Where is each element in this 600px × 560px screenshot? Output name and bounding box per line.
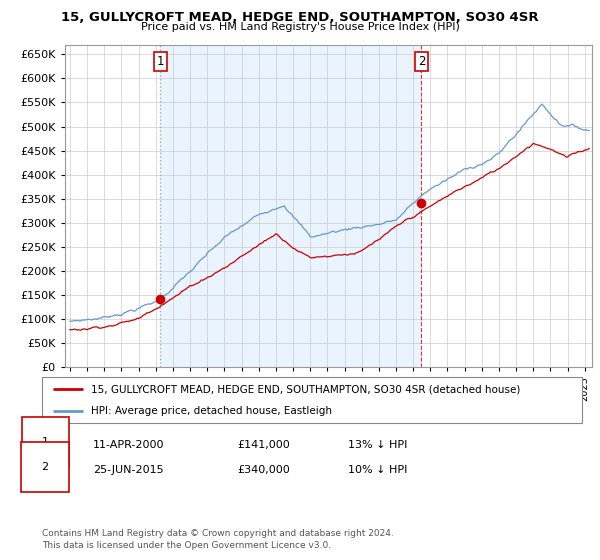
Text: 1: 1 [157,55,164,68]
Text: £141,000: £141,000 [237,440,290,450]
Text: 13% ↓ HPI: 13% ↓ HPI [348,440,407,450]
Text: £340,000: £340,000 [237,465,290,475]
Bar [160,45,421,367]
Text: 15, GULLYCROFT MEAD, HEDGE END, SOUTHAMPTON, SO30 4SR (detached house): 15, GULLYCROFT MEAD, HEDGE END, SOUTHAMP… [91,384,520,394]
Text: 15, GULLYCROFT MEAD, HEDGE END, SOUTHAMPTON, SO30 4SR: 15, GULLYCROFT MEAD, HEDGE END, SOUTHAMP… [61,11,539,24]
Text: 1: 1 [41,437,49,447]
Text: 25-JUN-2015: 25-JUN-2015 [93,465,164,475]
Text: Contains HM Land Registry data © Crown copyright and database right 2024.
This d: Contains HM Land Registry data © Crown c… [42,529,394,550]
Text: 2: 2 [41,462,49,472]
Text: HPI: Average price, detached house, Eastleigh: HPI: Average price, detached house, East… [91,407,332,416]
Text: Price paid vs. HM Land Registry's House Price Index (HPI): Price paid vs. HM Land Registry's House … [140,22,460,32]
Text: 10% ↓ HPI: 10% ↓ HPI [348,465,407,475]
Text: 2: 2 [418,55,425,68]
Text: 11-APR-2000: 11-APR-2000 [93,440,164,450]
